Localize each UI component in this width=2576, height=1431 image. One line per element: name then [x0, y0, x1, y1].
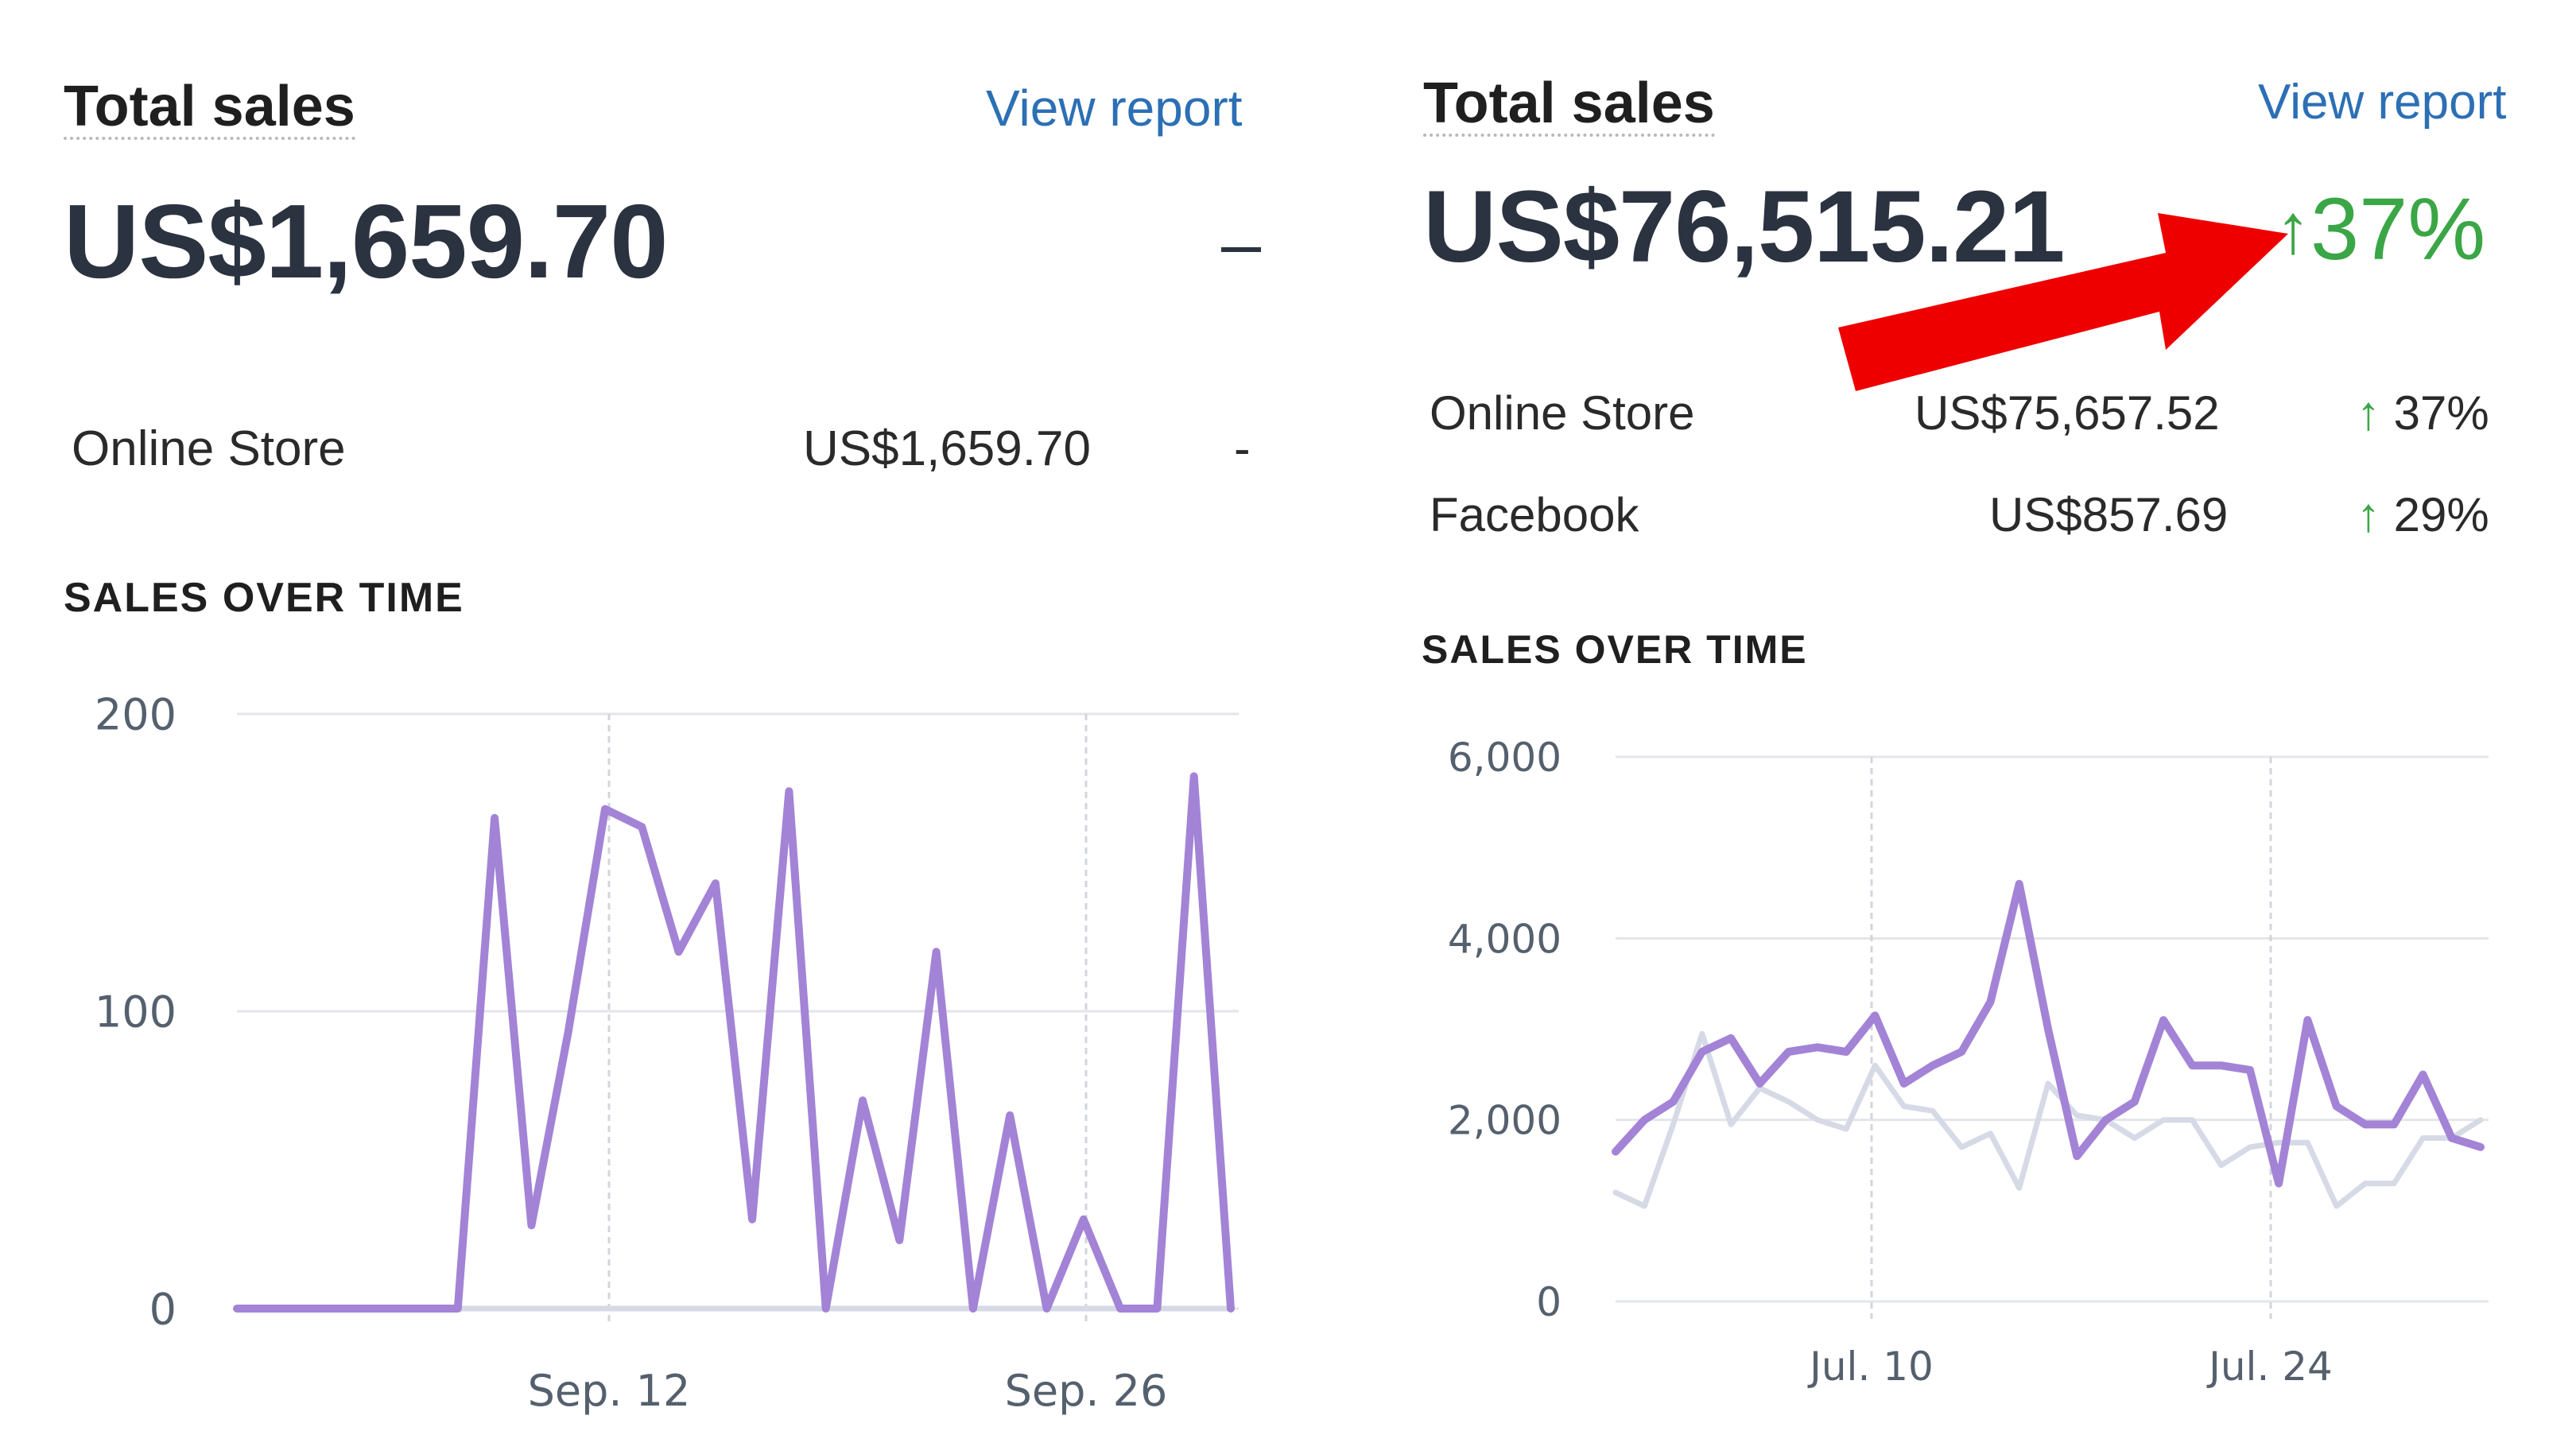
up-arrow-icon: ↑: [2357, 488, 2380, 541]
y-tick-label: 4,000: [1448, 916, 1562, 962]
card-title: Total sales: [64, 75, 355, 140]
series-line-current: [1612, 879, 2485, 1188]
up-arrow-icon: ↑: [2275, 189, 2310, 268]
view-report-link[interactable]: View report: [2258, 75, 2507, 130]
up-arrow-icon: ↑: [2357, 386, 2380, 440]
section-label: SALES OVER TIME: [1422, 627, 1808, 672]
x-tick-label: Jul. 24: [2206, 1344, 2333, 1390]
total-change: –: [1221, 204, 1262, 284]
total-sales-value: US$76,515.21: [1423, 170, 2065, 284]
breakdown-row-change: ↑ 37%: [2357, 386, 2489, 440]
breakdown-row-label: Online Store: [1430, 386, 1695, 440]
breakdown-row-value: US$75,657.52: [1915, 386, 2220, 440]
y-tick-label: 0: [149, 1284, 177, 1334]
breakdown-row-label: Online Store: [72, 421, 346, 476]
x-tick-label: Sep. 26: [1005, 1366, 1168, 1416]
y-tick-label: 6,000: [1448, 735, 1562, 781]
breakdown-row-value: US$857.69: [1989, 488, 2229, 541]
x-tick-label: Sep. 12: [528, 1366, 691, 1416]
change-percent: 37%: [2310, 180, 2486, 278]
y-tick-label: 100: [95, 987, 177, 1037]
x-tick-label: Jul. 10: [1807, 1344, 1934, 1390]
total-sales-value: US$1,659.70: [64, 183, 669, 300]
card-title: Total sales: [1423, 72, 1715, 137]
section-label: SALES OVER TIME: [64, 575, 464, 621]
series-line-current: [233, 772, 1235, 1313]
y-tick-label: 200: [95, 689, 177, 739]
sales-card-right: Total sales View report US$76,515.21 ↑37…: [1360, 0, 2576, 1431]
breakdown-row-change: ↑ 29%: [2357, 488, 2489, 541]
series-line-previous: [1612, 1030, 2484, 1209]
sales-over-time-chart: 0 100 200 Sep. 12 Sep. 26: [95, 689, 1239, 1416]
breakdown-row-value: US$1,659.70: [803, 421, 1091, 476]
view-report-link[interactable]: View report: [986, 80, 1243, 137]
total-change: ↑37%: [2275, 186, 2485, 273]
breakdown-row-label: Facebook: [1430, 488, 1639, 541]
breakdown-row-change: -: [1234, 421, 1251, 476]
y-tick-label: 2,000: [1448, 1098, 1562, 1144]
sales-over-time-chart: 0 2,000 4,000 6,000 Jul. 10 Jul. 24: [1448, 735, 2489, 1390]
y-tick-label: 0: [1536, 1279, 1562, 1325]
sales-card-left: Total sales View report US$1,659.70 – On…: [64, 75, 1262, 1416]
